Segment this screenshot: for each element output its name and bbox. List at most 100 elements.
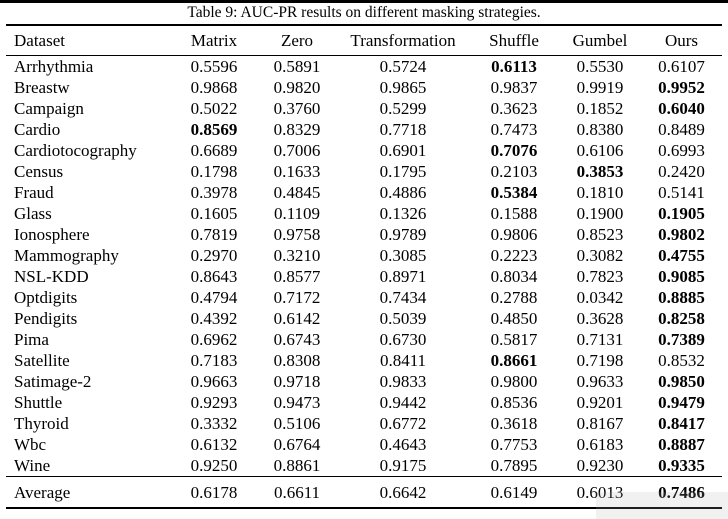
table-row: Ionosphere 0.7819 0.9758 0.9789 0.9806 0.8523…: [6, 224, 722, 245]
dataset-name: Pima: [14, 330, 49, 349]
auc-pr-value: 0.6730: [379, 330, 427, 349]
auc-pr-value: 0.6743: [273, 330, 321, 349]
auc-pr-value: 0.8308: [273, 351, 321, 370]
dataset-name: Pendigits: [14, 309, 78, 328]
dataset-name: Cardio: [14, 120, 61, 139]
auc-pr-value: 0.9800: [490, 372, 538, 391]
table-row: Pendigits 0.4392 0.6142 0.5039 0.4850 0.3628 0…: [6, 308, 722, 329]
auc-pr-value: 0.9806: [490, 225, 538, 244]
table-row: Cardio 0.8569 0.8329 0.7718 0.7473 0.8380 0.84…: [6, 119, 722, 140]
header-row: Dataset Matrix Zero Transformation Shuff…: [6, 25, 722, 56]
auc-pr-value: 0.1900: [576, 204, 624, 223]
auc-pr-value: 0.6772: [379, 414, 427, 433]
auc-pr-value: 0.5022: [190, 99, 238, 118]
auc-pr-value: 0.6040: [658, 99, 705, 118]
auc-pr-value: 0.6962: [190, 330, 238, 349]
table-row: Satimage-2 0.9663 0.9718 0.9833 0.9800 0.9633…: [6, 371, 722, 392]
auc-pr-value: 0.9250: [190, 456, 238, 475]
auc-pr-value: 0.9718: [273, 372, 321, 391]
auc-pr-value: 0.8971: [379, 267, 427, 286]
column-header-gumbel: Gumbel: [559, 25, 641, 56]
auc-pr-value: 0.9833: [379, 372, 427, 391]
table-row: NSL-KDD 0.8643 0.8577 0.8971 0.8034 0.7823 0.9…: [6, 266, 722, 287]
auc-pr-value: 0.5106: [273, 414, 321, 433]
auc-pr-value: 0.7473: [490, 120, 538, 139]
auc-pr-value: 0.6611: [273, 482, 321, 502]
auc-pr-value: 0.7076: [490, 141, 538, 160]
auc-pr-value: 0.6764: [273, 435, 321, 454]
auc-pr-value: 0.9789: [379, 225, 427, 244]
auc-pr-value: 0.8661: [490, 351, 538, 370]
auc-pr-value: 0.8569: [190, 120, 238, 139]
auc-pr-value: 0.1633: [273, 162, 321, 181]
dataset-name: Wine: [14, 456, 51, 475]
auc-pr-value: 0.9952: [658, 78, 705, 97]
dataset-name: Campaign: [14, 99, 84, 118]
auc-pr-value: 0.9201: [576, 393, 624, 412]
auc-pr-value: 0.8577: [273, 267, 321, 286]
auc-pr-value: 0.8411: [379, 351, 427, 370]
auc-pr-value: 0.3618: [490, 414, 538, 433]
column-header-shuffle: Shuffle: [469, 25, 559, 56]
auc-pr-value: 0.9865: [379, 78, 427, 97]
dataset-name: Fraud: [14, 183, 54, 202]
column-header-zero: Zero: [257, 25, 337, 56]
column-header-ours: Ours: [641, 25, 722, 56]
auc-pr-value: 0.8034: [490, 267, 538, 286]
auc-pr-value: 0.1605: [190, 204, 238, 223]
dataset-name: Average: [14, 482, 71, 502]
auc-pr-value: 0.8167: [576, 414, 624, 433]
auc-pr-value: 0.1810: [576, 183, 624, 202]
auc-pr-value: 0.9175: [379, 456, 427, 475]
table-row: Glass 0.1605 0.1109 0.1326 0.1588 0.1900 0.190…: [6, 203, 722, 224]
table-row: Pima 0.6962 0.6743 0.6730 0.5817 0.7131 0.7389: [6, 329, 722, 350]
auc-pr-value: 0.7718: [379, 120, 427, 139]
dataset-name: Cardiotocography: [14, 141, 137, 160]
auc-pr-value: 0.4886: [379, 183, 427, 202]
auc-pr-value: 0.4643: [379, 435, 427, 454]
auc-pr-value: 0.7006: [273, 141, 321, 160]
auc-pr-value: 0.5596: [190, 57, 238, 76]
auc-pr-value: 0.7823: [576, 267, 624, 286]
auc-pr-value: 0.0342: [576, 288, 624, 307]
table-row: Fraud 0.3978 0.4845 0.4886 0.5384 0.1810 0.514…: [6, 182, 722, 203]
auc-pr-value: 0.9919: [576, 78, 624, 97]
column-header-transformation: Transformation: [337, 25, 469, 56]
auc-pr-value: 0.8489: [658, 120, 705, 139]
table-row: Wbc 0.6132 0.6764 0.4643 0.7753 0.6183 0.8887: [6, 434, 722, 455]
dataset-name: Optdigits: [14, 288, 78, 307]
table-row: Satellite 0.7183 0.8308 0.8411 0.8661 0.7198 0…: [6, 350, 722, 371]
auc-pr-value: 0.6132: [190, 435, 238, 454]
auc-pr-value: 0.5299: [379, 99, 427, 118]
auc-pr-value: 0.2970: [190, 246, 238, 265]
auc-pr-value: 0.1326: [379, 204, 427, 223]
auc-pr-value: 0.9442: [379, 393, 427, 412]
table-row: Campaign 0.5022 0.3760 0.5299 0.3623 0.1852 0.…: [6, 98, 722, 119]
auc-pr-value: 0.3760: [273, 99, 321, 118]
auc-pr-value: 0.1852: [576, 99, 624, 118]
auc-pr-value: 0.4850: [490, 309, 538, 328]
dataset-name: Census: [14, 162, 64, 181]
column-header-matrix: Matrix: [171, 25, 257, 56]
column-header-dataset: Dataset: [6, 25, 171, 56]
auc-pr-value: 0.9335: [658, 456, 705, 475]
table-caption: Table 9: AUC-PR results on different mas…: [187, 4, 541, 21]
auc-pr-value: 0.9230: [576, 456, 624, 475]
auc-pr-value: 0.2103: [490, 162, 538, 181]
auc-pr-value: 0.5724: [379, 57, 427, 76]
auc-pr-value: 0.6993: [658, 141, 705, 160]
auc-pr-value: 0.4392: [190, 309, 238, 328]
results-table: Dataset Matrix Zero Transformation Shuff…: [6, 24, 722, 509]
auc-pr-value: 0.8532: [658, 351, 705, 370]
auc-pr-value: 0.7198: [576, 351, 624, 370]
auc-pr-value: 0.8885: [658, 288, 705, 307]
auc-pr-value: 0.6142: [273, 309, 321, 328]
auc-pr-value: 0.6689: [190, 141, 238, 160]
top-rule: [0, 0, 728, 3]
auc-pr-value: 0.8417: [658, 414, 705, 433]
auc-pr-value: 0.2420: [658, 162, 705, 181]
auc-pr-value: 0.1588: [490, 204, 538, 223]
auc-pr-value: 0.3085: [379, 246, 427, 265]
auc-pr-value: 0.4794: [190, 288, 238, 307]
